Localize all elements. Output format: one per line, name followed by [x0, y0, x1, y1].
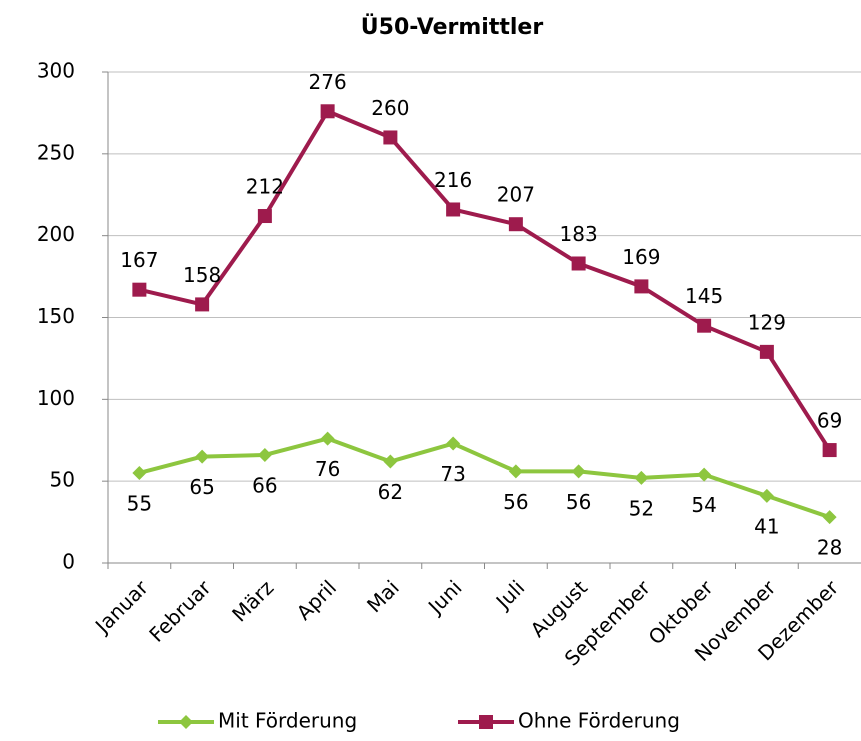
- y-tick-label: 250: [37, 140, 75, 164]
- data-label: 145: [685, 284, 723, 308]
- data-label: 52: [629, 496, 654, 520]
- point-marker: [195, 297, 210, 312]
- x-tick-label: Mai: [362, 575, 404, 617]
- data-label: 129: [748, 310, 786, 334]
- x-tick-label: Juni: [422, 575, 466, 619]
- data-label: 260: [371, 96, 409, 120]
- point-marker: [383, 130, 398, 145]
- data-label: 169: [622, 245, 660, 269]
- chart-title: Ü50-Vermittler: [361, 14, 544, 40]
- x-tick-label: Juli: [490, 575, 529, 614]
- point-marker: [132, 282, 147, 297]
- data-label: 62: [378, 480, 403, 504]
- y-tick-label: 200: [37, 222, 75, 246]
- x-tick-label: März: [227, 575, 278, 626]
- data-label: 207: [497, 183, 535, 207]
- series-line: [138, 436, 831, 520]
- series-line: [138, 109, 832, 452]
- point-marker: [195, 449, 210, 464]
- data-label: 65: [189, 475, 214, 499]
- data-label: 66: [252, 473, 277, 497]
- point-marker: [571, 256, 586, 271]
- x-tick-label: April: [292, 575, 341, 624]
- point-marker: [446, 436, 461, 451]
- data-label: 73: [440, 462, 465, 486]
- data-label: 216: [434, 168, 472, 192]
- data-label: 55: [127, 491, 152, 515]
- data-label: 54: [691, 493, 716, 517]
- point-marker: [320, 431, 335, 446]
- data-label: 41: [754, 514, 779, 538]
- y-tick-label: 0: [62, 550, 75, 574]
- legend-marker: [179, 715, 193, 729]
- data-label: 76: [315, 457, 340, 481]
- point-marker: [508, 464, 523, 479]
- data-label: 183: [560, 222, 598, 246]
- x-tick-label: Februar: [144, 575, 216, 647]
- point-marker: [320, 104, 335, 119]
- point-marker: [759, 488, 774, 503]
- point-marker: [257, 209, 272, 224]
- data-label: 167: [120, 248, 158, 272]
- point-marker: [383, 454, 398, 469]
- data-label: 158: [183, 263, 221, 287]
- data-label: 212: [246, 175, 284, 199]
- point-marker: [822, 510, 837, 525]
- y-tick-label: 50: [50, 468, 75, 492]
- point-marker: [132, 465, 147, 480]
- point-marker: [508, 217, 523, 232]
- y-tick-label: 300: [37, 59, 75, 83]
- point-marker: [697, 467, 712, 482]
- y-tick-label: 150: [37, 304, 75, 328]
- data-label: 276: [309, 70, 347, 94]
- point-marker: [634, 279, 649, 294]
- legend-label: Ohne Förderung: [518, 709, 680, 733]
- data-label: 28: [817, 536, 842, 560]
- point-marker: [257, 447, 272, 462]
- point-marker: [822, 443, 837, 458]
- data-label: 56: [503, 490, 528, 514]
- y-tick-label: 100: [37, 386, 75, 410]
- data-label: 69: [817, 409, 842, 433]
- point-marker: [571, 464, 586, 479]
- legend-marker: [479, 715, 493, 729]
- point-marker: [697, 318, 712, 333]
- legend-label: Mit Förderung: [218, 709, 357, 733]
- data-label: 56: [566, 490, 591, 514]
- point-marker: [634, 470, 649, 485]
- point-marker: [446, 202, 461, 217]
- point-marker: [759, 344, 774, 359]
